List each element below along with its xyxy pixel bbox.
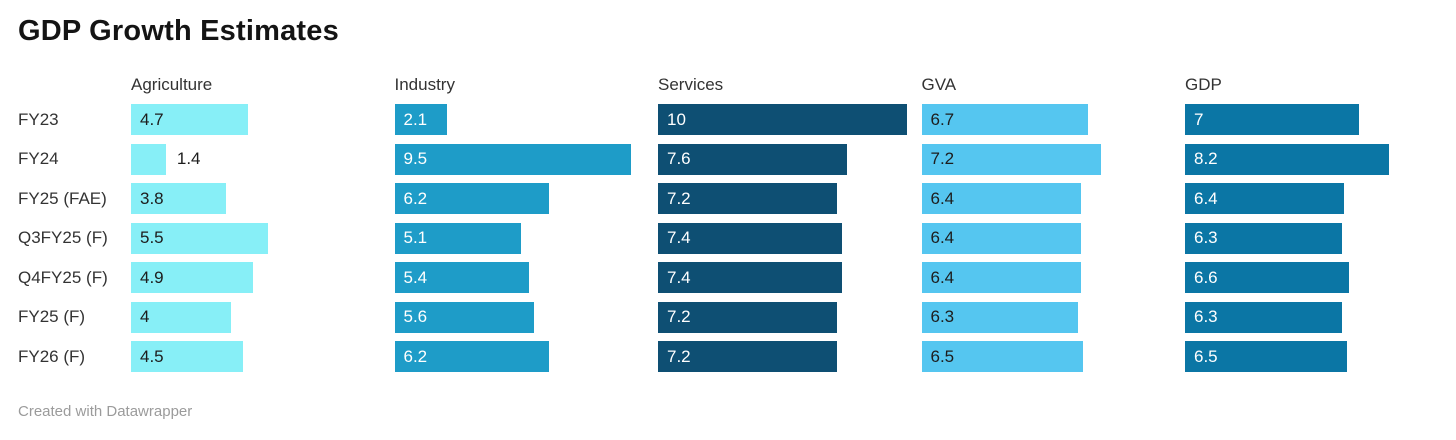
- bar-value-label: 4.7: [140, 109, 164, 129]
- bar-value-label: 6.3: [1194, 228, 1218, 247]
- column-header-services: Services: [658, 75, 724, 94]
- bar-value-label: 7.2: [667, 307, 691, 326]
- bar: 8.2: [1185, 143, 1390, 175]
- bar: 6.2: [394, 341, 549, 372]
- bar: 6.7: [921, 104, 1089, 135]
- bar: 7.4: [658, 222, 843, 254]
- bar-value-label: 6.6: [1194, 267, 1218, 287]
- bar: 5.5: [131, 222, 268, 254]
- bar: 6.3: [1185, 222, 1342, 254]
- bar-value-label: 6.3: [1194, 307, 1218, 326]
- row-label: FY24: [18, 149, 59, 168]
- bar: 6.5: [1185, 341, 1347, 372]
- bar: 6.3: [1185, 301, 1342, 333]
- row-label: Q3FY25 (F): [18, 228, 108, 247]
- bar: 5.1: [394, 222, 522, 254]
- bar-value-label: 6.5: [1194, 346, 1218, 366]
- bar-value-label: 7: [1194, 109, 1204, 129]
- bar: 7: [1185, 104, 1360, 135]
- bar: 7.2: [658, 183, 838, 214]
- bar-value-label: 9.5: [403, 149, 428, 168]
- column-header-agriculture: Agriculture: [131, 75, 213, 94]
- bar-value-label: 7.2: [667, 188, 691, 208]
- bar: 6.2: [394, 183, 549, 214]
- bar-value-label: 5.4: [403, 267, 428, 287]
- bar: 7.2: [921, 143, 1101, 175]
- bar-value-label: 6.5: [930, 346, 955, 366]
- column-header-gdp: GDP: [1185, 75, 1222, 94]
- bar: 6.4: [1185, 183, 1345, 214]
- bar-value-label: 6.7: [930, 109, 955, 129]
- bar-value-label: 6.4: [930, 188, 955, 208]
- row-label: FY25 (F): [18, 307, 86, 326]
- bar-value-label: 6.3: [930, 307, 955, 326]
- bar: 10: [658, 104, 907, 135]
- bar: 6.3: [921, 301, 1079, 333]
- bar-value-label: 2.1: [403, 109, 428, 129]
- bar: 7.2: [658, 301, 838, 333]
- bar: 7.4: [658, 262, 843, 293]
- row-label: FY26 (F): [18, 346, 86, 366]
- bar-value-label: 4.5: [140, 346, 164, 366]
- bar-value-label: 10: [667, 109, 686, 129]
- bar: 6.5: [921, 341, 1084, 372]
- bar-value-label: 3.8: [140, 188, 164, 208]
- bar-value-label: 7.2: [930, 149, 955, 168]
- bar-value-label: 6.4: [1194, 188, 1218, 208]
- bar-value-label: 5.1: [403, 228, 428, 247]
- bar: 6.6: [1185, 262, 1350, 293]
- bar-value-label: 1.4: [176, 149, 201, 168]
- column-header-gva: GVA: [921, 75, 957, 94]
- bar: [131, 143, 166, 175]
- column-header-industry: Industry: [394, 75, 455, 94]
- bar-value-label: 7.4: [667, 228, 691, 247]
- bar-value-label: 6.2: [403, 188, 428, 208]
- bar: 6.4: [921, 183, 1081, 214]
- bar-value-label: 4.9: [140, 267, 164, 287]
- bar: 2.1: [394, 104, 447, 135]
- bar-value-label: 7.6: [667, 149, 691, 168]
- datawrapper-attribution-link[interactable]: Created with Datawrapper: [18, 403, 193, 420]
- bar: 5.4: [394, 262, 529, 293]
- bar-value-label: 4: [140, 307, 150, 326]
- row-label: FY23: [18, 109, 59, 129]
- bar-value-label: 5.5: [140, 228, 164, 247]
- bar: 4: [131, 301, 231, 333]
- bar: 7.6: [658, 143, 848, 175]
- bar-value-label: 6.2: [403, 346, 428, 366]
- bar: 4.7: [131, 104, 249, 135]
- bar-value-label: 7.4: [667, 267, 691, 287]
- chart-title: GDP Growth Estimates: [18, 15, 339, 47]
- bar: 5.6: [394, 301, 534, 333]
- bar-value-label: 6.4: [930, 228, 955, 247]
- bar: 4.9: [131, 262, 253, 293]
- bar-value-label: 5.6: [403, 307, 428, 326]
- row-label: Q4FY25 (F): [18, 267, 108, 287]
- row-label: FY25 (FAE): [18, 188, 107, 208]
- bar-value-label: 8.2: [1194, 149, 1218, 168]
- bar: 6.4: [921, 222, 1081, 254]
- bar: 7.2: [658, 341, 838, 372]
- bar: 6.4: [921, 262, 1081, 293]
- bar: 9.5: [394, 143, 632, 175]
- bar-value-label: 7.2: [667, 346, 691, 366]
- bar: 3.8: [131, 183, 226, 214]
- bar: 4.5: [131, 341, 244, 372]
- bar-value-label: 6.4: [930, 267, 955, 287]
